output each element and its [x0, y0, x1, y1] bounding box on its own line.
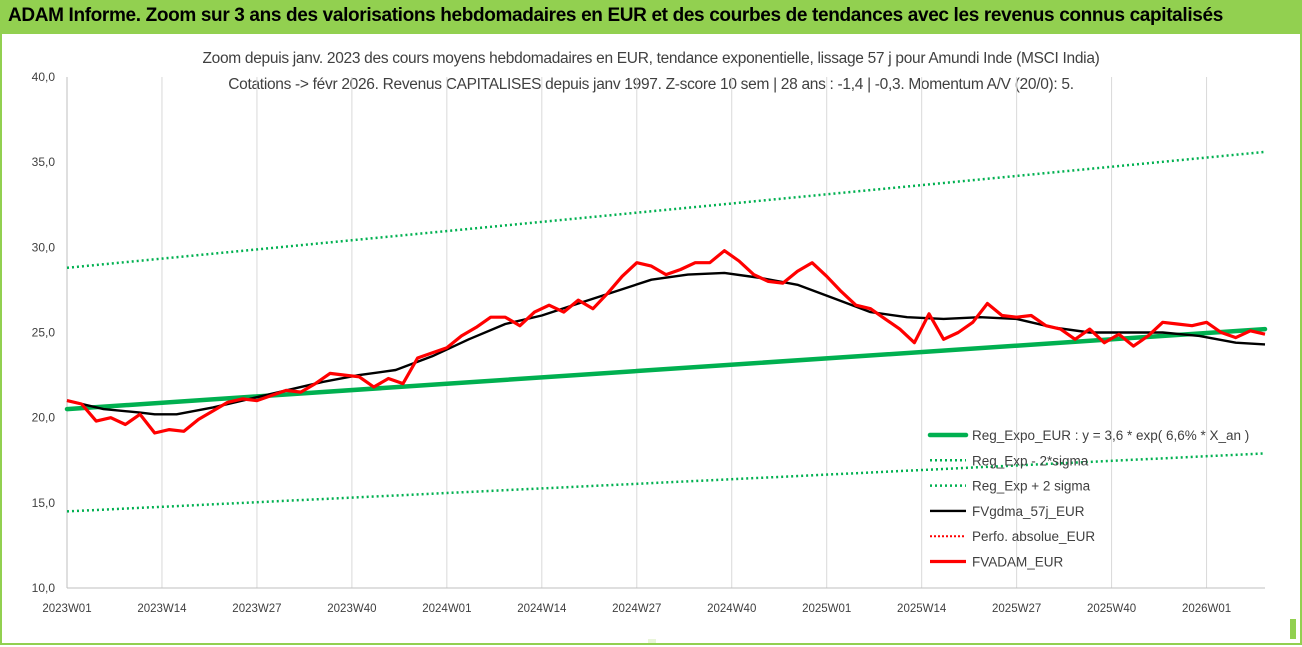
x-tick-label: 2025W27: [992, 603, 1041, 615]
x-tick-label: 2025W14: [897, 603, 947, 615]
y-tick-label: 25,0: [32, 326, 56, 340]
x-tick-label: 2023W01: [42, 603, 91, 615]
y-tick-label: 15,0: [32, 496, 56, 510]
legend-label: Reg_Exp + 2 sigma: [972, 479, 1091, 494]
resize-handle-bottom: [648, 639, 656, 643]
y-tick-label: 10,0: [32, 581, 56, 595]
legend-label: Perfo. absolue_EUR: [972, 529, 1095, 544]
page-title: ADAM Informe. Zoom sur 3 ans des valoris…: [8, 5, 1223, 26]
upper-band-line: [66, 150, 1266, 270]
x-tick-label: 2024W14: [517, 603, 567, 615]
x-tick-label: 2023W40: [327, 603, 376, 615]
x-tick-label: 2024W01: [422, 603, 471, 615]
price-line: [66, 249, 1266, 435]
legend-label: FVADAM_EUR: [972, 555, 1064, 570]
x-tick-label: 2026W01: [1182, 603, 1231, 615]
y-tick-label: 20,0: [32, 411, 56, 425]
chart-frame: Zoom depuis janv. 2023 des cours moyens …: [0, 34, 1302, 645]
header-bar: ADAM Informe. Zoom sur 3 ans des valoris…: [0, 0, 1302, 34]
y-tick-label: 35,0: [32, 155, 56, 169]
y-tick-label: 30,0: [32, 240, 56, 254]
chart-subtitle: Cotations -> févr 2026. Revenus CAPITALI…: [228, 76, 1074, 93]
trend-line: [64, 326, 1268, 412]
x-tick-label: 2024W27: [612, 603, 661, 615]
x-tick-label: 2023W14: [137, 603, 187, 615]
legend-label: Reg_Exp - 2*sigma: [972, 453, 1089, 468]
legend-label: Reg_Expo_EUR : y = 3,6 * exp( 6,6% * X_a…: [972, 428, 1249, 443]
x-tick-label: 2025W40: [1087, 603, 1136, 615]
smoothed-line: [66, 271, 1266, 416]
y-tick-label: 40,0: [32, 70, 56, 84]
resize-handle: [1290, 619, 1296, 639]
legend-label: FVgdma_57j_EUR: [972, 504, 1085, 519]
chart-title: Zoom depuis janv. 2023 des cours moyens …: [202, 50, 1100, 67]
x-tick-label: 2025W01: [802, 603, 851, 615]
x-tick-label: 2023W27: [232, 603, 281, 615]
x-tick-label: 2024W40: [707, 603, 756, 615]
